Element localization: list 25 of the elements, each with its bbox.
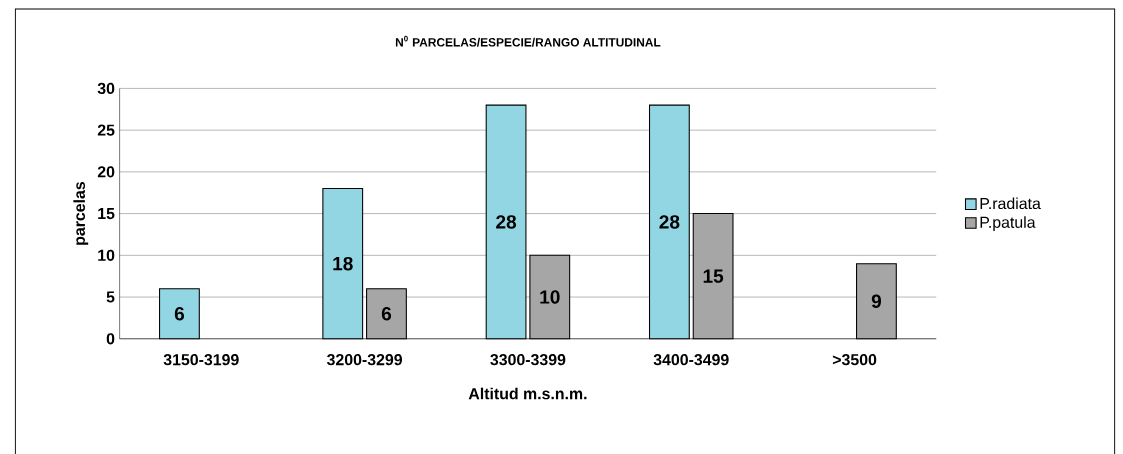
data-label: 6 [381, 306, 392, 321]
data-label: 10 [540, 290, 560, 304]
y-tick-label: 30 [97, 82, 115, 95]
x-tick-label: >3500 [832, 354, 877, 366]
y-tick-label: 0 [106, 333, 115, 345]
legend-label: P.patula [980, 216, 1036, 232]
x-axis-title: Altitud m.s.n.m. [468, 387, 587, 400]
x-tick-label: 3400-3499 [653, 354, 729, 366]
y-axis-title: parcelas [73, 182, 89, 245]
y-tick-label: 25 [97, 124, 115, 136]
y-tick-label: 15 [98, 208, 115, 220]
data-label: 6 [174, 306, 185, 321]
data-label: 15 [703, 269, 724, 283]
x-tick-label: 3150-3199 [163, 354, 239, 366]
y-tick-label: 5 [106, 291, 115, 303]
data-label: 18 [333, 256, 353, 271]
data-label: 28 [659, 215, 680, 229]
x-tick-label: 3200-3299 [326, 354, 402, 366]
legend-label: P.radiata [980, 197, 1041, 210]
data-label: 9 [871, 294, 882, 308]
y-tick-label: 10 [98, 249, 115, 261]
x-tick-label: 3300-3399 [490, 354, 566, 366]
data-label: 28 [496, 215, 517, 229]
chart-title: N$^{0}$ PARCELAS/ESPECIE/RANGO ALTITUDINAL [395, 35, 661, 47]
y-tick-label: 20 [97, 166, 115, 178]
